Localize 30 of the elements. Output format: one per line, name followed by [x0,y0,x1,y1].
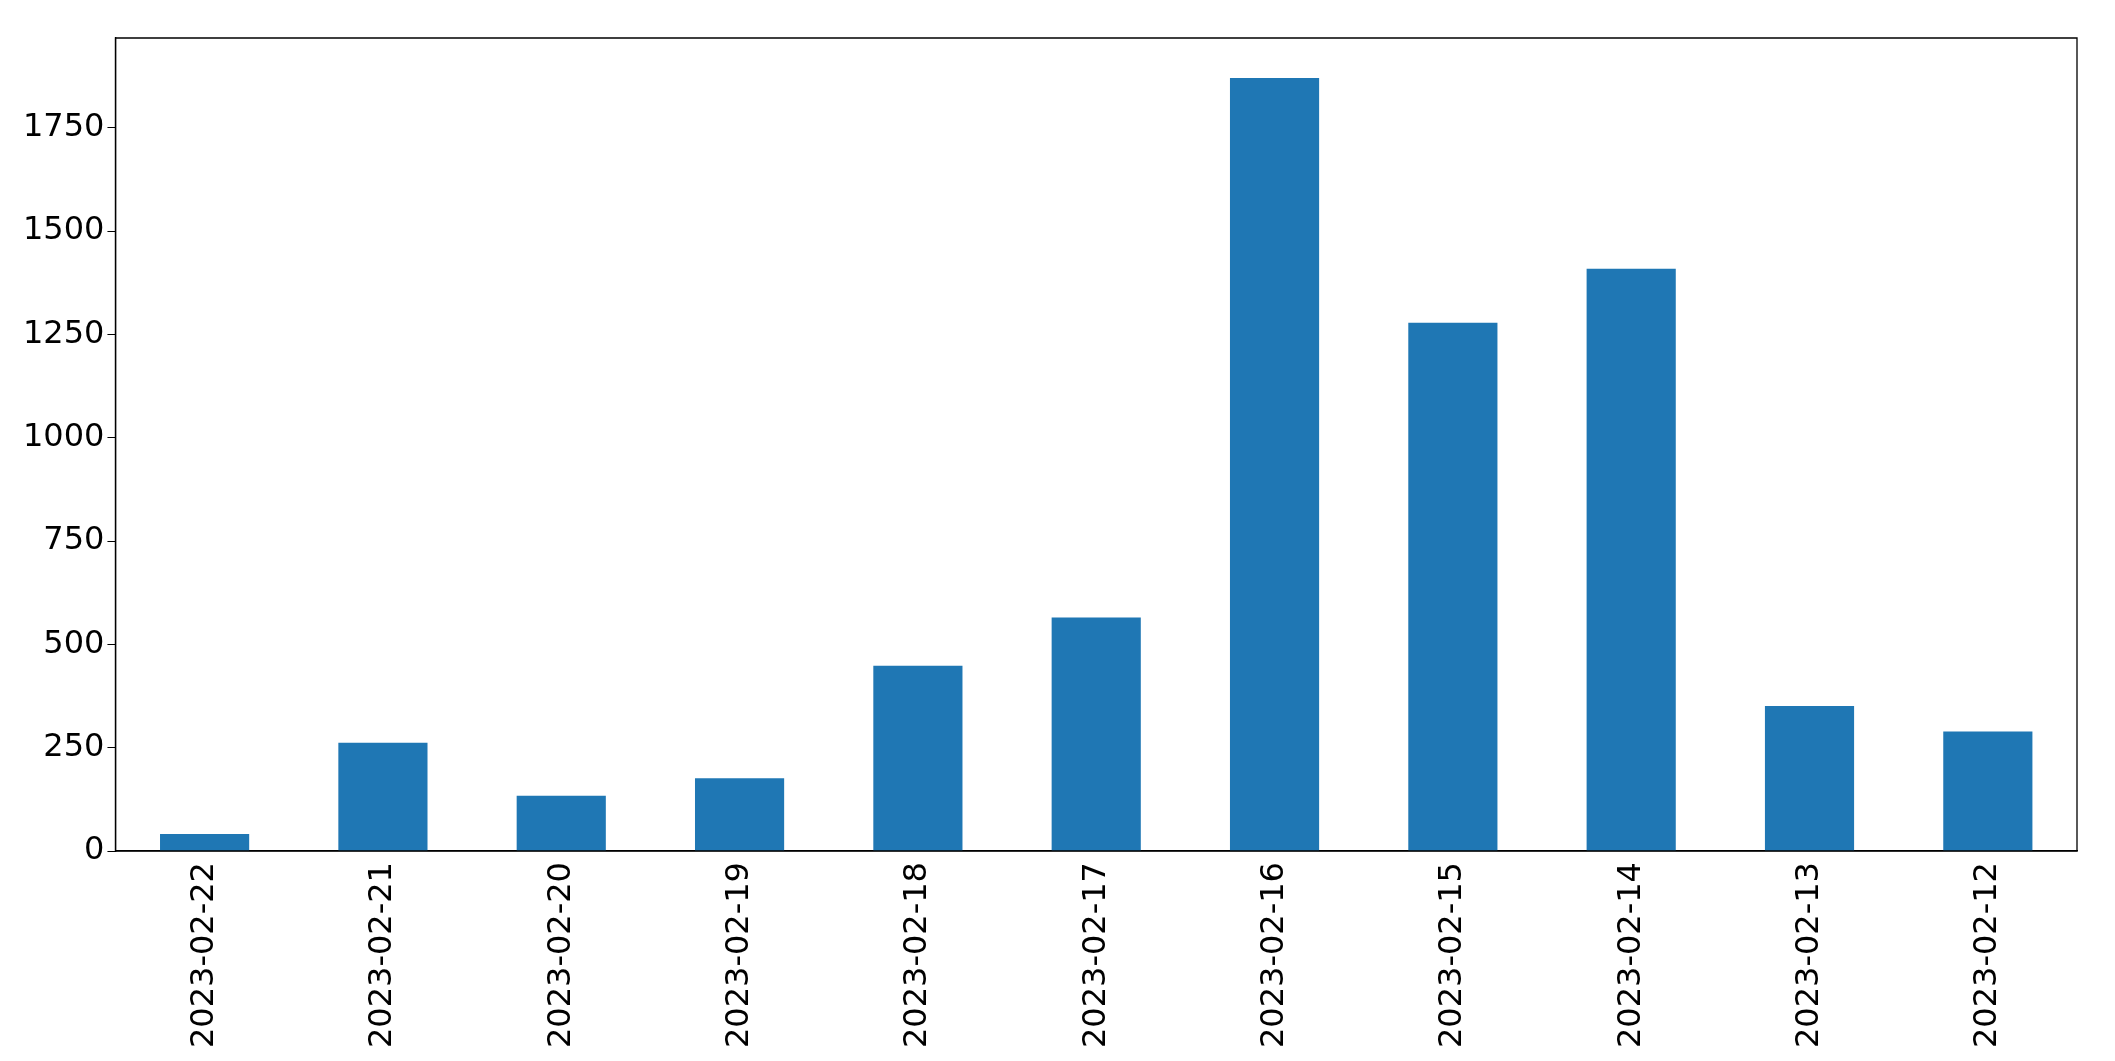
x-tick-label: 2023-02-21 [361,862,400,1048]
bar [160,834,250,851]
x-tick-label: 2023-02-13 [1787,862,1826,1048]
bar [873,665,963,851]
y-tick-label: 0 [84,829,105,868]
x-tick-label: 2023-02-18 [896,862,935,1048]
x-tick-label: 2023-02-19 [717,862,756,1048]
bar [1943,731,2033,851]
x-tick-label: 2023-02-12 [1966,862,2005,1048]
bar [338,742,428,851]
x-tick-label: 2023-02-17 [1074,862,1113,1048]
y-tick-label: 500 [43,622,105,661]
y-tick-label: 1500 [23,209,105,248]
y-tick-label: 1000 [23,416,105,455]
x-tick-label: 2023-02-22 [182,862,221,1048]
bar [1586,268,1676,851]
bar [694,778,785,851]
bar [1764,705,1855,851]
y-tick-label: 1750 [23,106,105,145]
bar [1229,78,1320,851]
y-tick-label: 750 [43,519,105,558]
bar [1408,322,1498,851]
y-tick-label: 250 [43,726,105,765]
x-tick-label: 2023-02-15 [1431,862,1470,1048]
x-tick-label: 2023-02-20 [539,862,578,1048]
x-tick-label: 2023-02-14 [1609,862,1648,1048]
x-tick-label: 2023-02-16 [1252,862,1291,1048]
y-tick-label: 1250 [23,312,105,351]
bar [1051,617,1141,851]
bar [516,795,606,851]
